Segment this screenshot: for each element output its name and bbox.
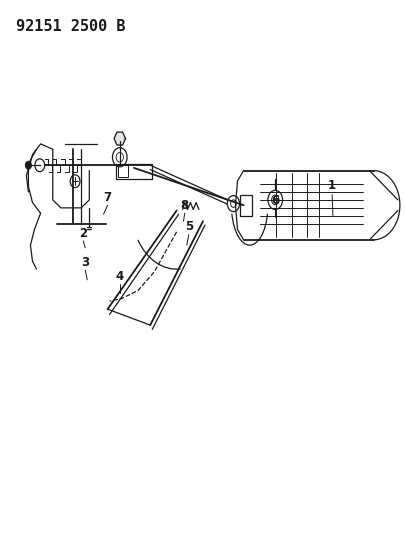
- Text: 4: 4: [115, 270, 124, 283]
- Text: 2: 2: [79, 227, 87, 240]
- Circle shape: [26, 161, 31, 169]
- Bar: [115, 164, 152, 179]
- Text: 6: 6: [271, 193, 279, 207]
- Text: 8: 8: [180, 199, 188, 213]
- Text: 1: 1: [327, 179, 335, 192]
- Text: 92151 2500 B: 92151 2500 B: [16, 19, 126, 34]
- Bar: [117, 165, 128, 177]
- Text: 7: 7: [103, 191, 111, 205]
- Text: 3: 3: [81, 256, 89, 270]
- Polygon shape: [114, 132, 125, 145]
- Bar: [239, 195, 251, 216]
- Text: 5: 5: [184, 220, 192, 233]
